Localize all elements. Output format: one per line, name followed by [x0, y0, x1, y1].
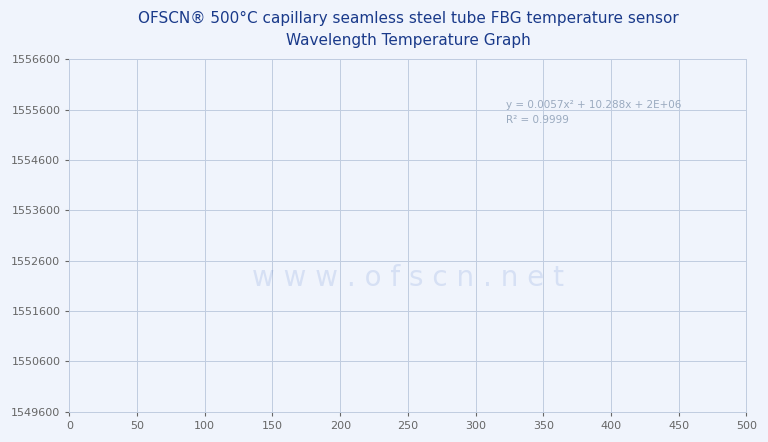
Title: OFSCN® 500°C capillary seamless steel tube FBG temperature sensor
Wavelength Tem: OFSCN® 500°C capillary seamless steel tu…	[137, 11, 678, 48]
Text: w w w . o f s c n . n e t: w w w . o f s c n . n e t	[252, 264, 564, 292]
Text: y = 0.0057x² + 10.288x + 2E+06
R² = 0.9999: y = 0.0057x² + 10.288x + 2E+06 R² = 0.99…	[506, 100, 681, 126]
